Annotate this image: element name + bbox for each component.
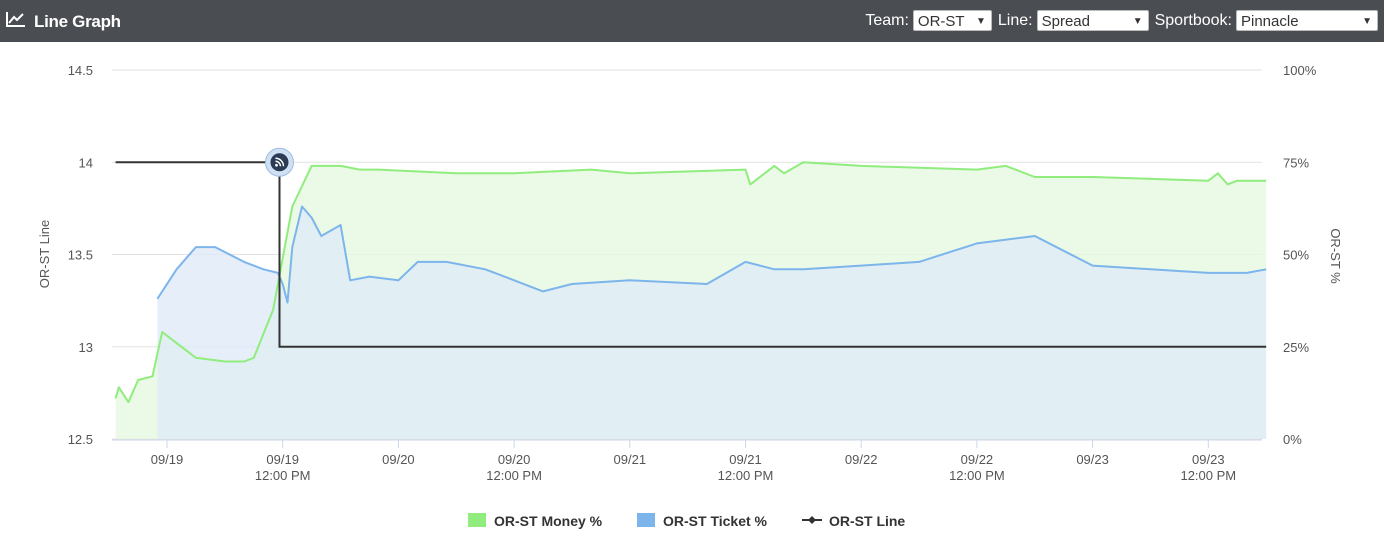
x-tick-date: 09/21 — [729, 452, 762, 467]
legend-label-line: OR-ST Line — [829, 513, 905, 529]
series-line — [114, 161, 1267, 404]
x-tick-date: 09/21 — [614, 452, 647, 467]
y-axis-title-left: OR-ST Line — [37, 220, 52, 288]
sportsbook-select-value: Pinnacle — [1241, 13, 1299, 30]
y-tick-right: 75% — [1283, 155, 1309, 170]
chart-controls: Team: OR-ST ▼ Line: Spread ▼ Sportbook: … — [859, 10, 1378, 31]
team-select-value: OR-ST — [917, 13, 965, 30]
y-tick-left: 12.5 — [68, 432, 93, 447]
sportsbook-select[interactable]: Pinnacle ▼ — [1236, 10, 1378, 31]
y-tick-left: 14 — [79, 155, 93, 170]
x-tick-date: 09/19 — [266, 452, 299, 467]
x-tick-date: 09/22 — [845, 452, 878, 467]
x-tick-time: 12:00 PM — [949, 468, 1005, 483]
x-tick-time: 12:00 PM — [486, 468, 542, 483]
line-select-value: Spread — [1041, 13, 1090, 30]
line-move-icon-glyph — [275, 157, 285, 167]
line-chart-icon — [6, 11, 26, 32]
x-tick-date: 09/23 — [1192, 452, 1225, 467]
y-tick-right: 0% — [1283, 432, 1302, 447]
x-tick-date: 09/20 — [382, 452, 415, 467]
line-select[interactable]: Spread ▼ — [1036, 10, 1149, 31]
line-chart: 14.5 14 13.5 13 12.5 100% 75% 50% 25% 0% OR-ST Lin… — [37, 63, 1343, 529]
chevron-down-icon: ▼ — [976, 16, 986, 27]
y-tick-right: 25% — [1283, 340, 1309, 355]
line-label: Line: — [997, 11, 1033, 29]
x-tick-time: 12:00 PM — [1180, 468, 1236, 483]
legend-swatch-line-marker — [808, 516, 816, 524]
y-tick-left: 13 — [79, 340, 93, 355]
legend-swatch-ticket — [637, 513, 655, 527]
legend-swatch-money — [468, 513, 486, 527]
chart-title: Line Graph — [6, 11, 121, 32]
y-tick-right: 100% — [1283, 63, 1317, 78]
chart-header: Line Graph Team: OR-ST ▼ Line: Spread ▼ … — [0, 0, 1384, 42]
sportsbook-label: Sportbook: — [1154, 11, 1232, 29]
x-tick-date: 09/19 — [151, 452, 184, 467]
team-label: Team: — [865, 11, 909, 29]
series-line — [156, 205, 1267, 304]
chevron-down-icon: ▼ — [1132, 16, 1143, 27]
x-tick-time: 12:00 PM — [255, 468, 311, 483]
line-move-icon-dot — [275, 163, 278, 167]
legend-label-money: OR-ST Money % — [494, 513, 603, 529]
x-tick-time: 12:00 PM — [718, 468, 774, 483]
y-tick-left: 14.5 — [68, 63, 93, 78]
chevron-down-icon: ▼ — [1362, 16, 1372, 27]
y-tick-left: 13.5 — [68, 248, 93, 263]
team-select[interactable]: OR-ST ▼ — [912, 10, 992, 31]
x-tick-date: 09/22 — [961, 452, 994, 467]
legend-label-ticket: OR-ST Ticket % — [663, 513, 768, 529]
series-area — [157, 206, 1267, 439]
chart-title-text: Line Graph — [34, 11, 121, 31]
y-tick-right: 50% — [1283, 248, 1309, 263]
x-tick-date: 09/23 — [1076, 452, 1109, 467]
series-line — [115, 161, 1267, 348]
y-axis-title-right: OR-ST % — [1328, 228, 1343, 284]
x-tick-date: 09/20 — [498, 452, 531, 467]
